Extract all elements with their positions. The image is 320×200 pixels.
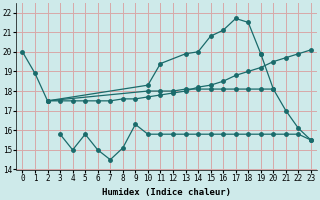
X-axis label: Humidex (Indice chaleur): Humidex (Indice chaleur): [102, 188, 231, 197]
